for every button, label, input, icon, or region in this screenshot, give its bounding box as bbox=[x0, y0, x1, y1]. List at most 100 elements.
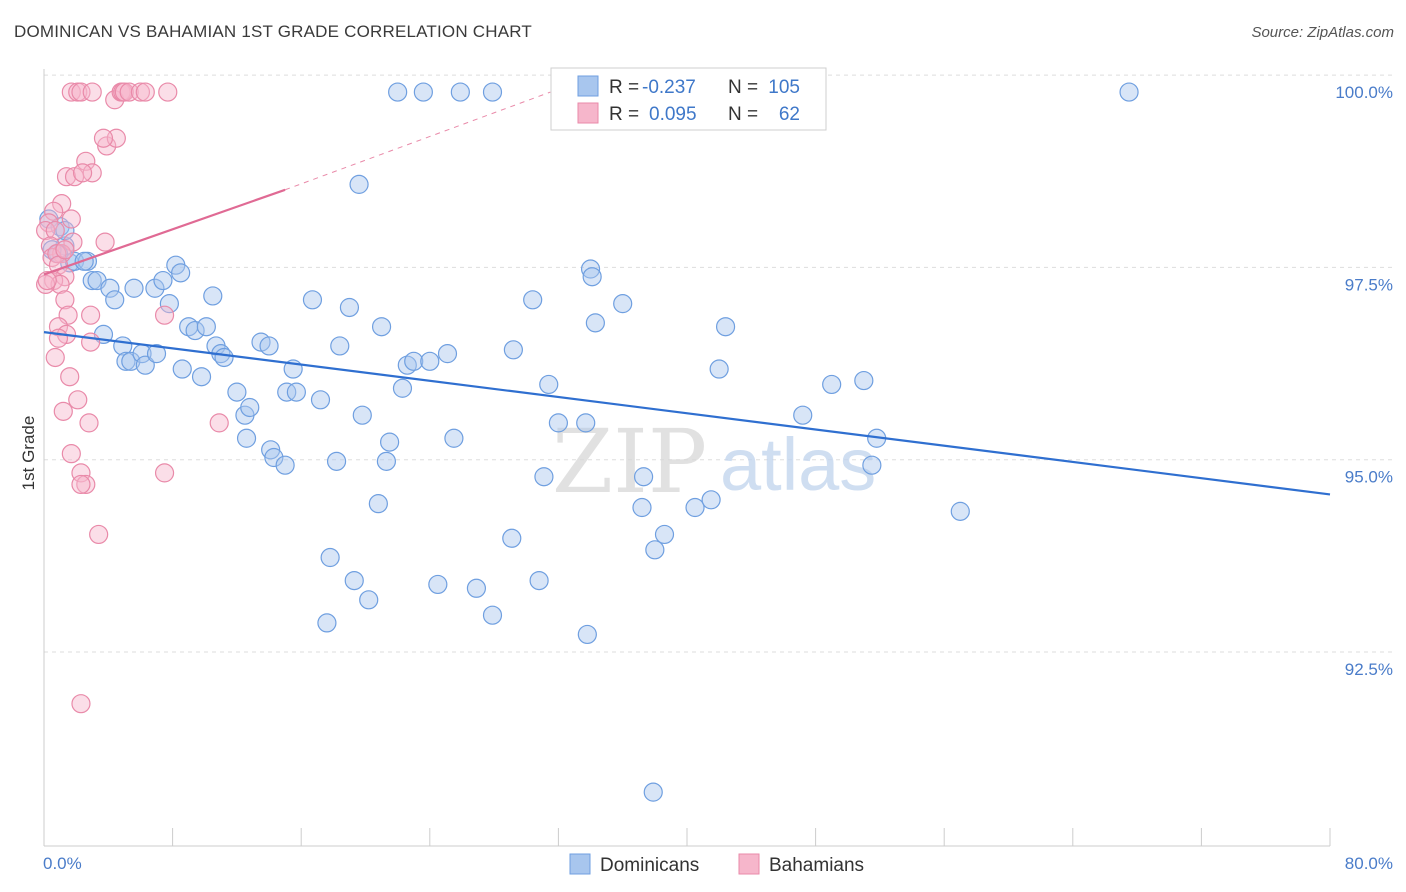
dominicans-point-33 bbox=[227, 382, 247, 402]
dominicans-point-21 bbox=[135, 355, 155, 375]
dominicans-point-69 bbox=[450, 82, 470, 102]
dominicans-point-60 bbox=[388, 82, 408, 102]
legend-n-label-1: N = bbox=[728, 77, 758, 98]
dominicans-point-39 bbox=[261, 440, 281, 460]
bahamians-point-27 bbox=[95, 232, 115, 252]
dominicans-point-90 bbox=[645, 540, 665, 560]
dominicans-point-75 bbox=[523, 290, 543, 310]
dominicans-point-71 bbox=[482, 605, 503, 625]
dominicans-point-70 bbox=[466, 578, 487, 598]
dominicans-point-49 bbox=[326, 451, 347, 471]
legend-swatch-bahamians bbox=[577, 102, 599, 124]
dominicans-point-13 bbox=[153, 270, 173, 291]
bahamians-point-23 bbox=[61, 209, 81, 229]
dominicans-point-67 bbox=[437, 344, 458, 364]
dominicans-point-73 bbox=[502, 528, 522, 548]
dominicans-point-10 bbox=[105, 290, 125, 310]
bahamians-point-41 bbox=[154, 305, 175, 325]
dominicans-point-54 bbox=[352, 405, 372, 425]
dominicans-point-64 bbox=[413, 82, 433, 102]
dominicans-point-28 bbox=[203, 286, 223, 306]
dominicans-point-84 bbox=[582, 267, 602, 287]
trend-lines bbox=[43, 91, 1331, 496]
bahamians-point-47 bbox=[68, 390, 88, 410]
dominicans-point-25 bbox=[185, 320, 205, 341]
bahamians-point-24 bbox=[36, 220, 56, 241]
dominicans-point-83 bbox=[580, 259, 601, 279]
dominicans-point-55 bbox=[359, 590, 379, 610]
dominicans-point-12 bbox=[145, 278, 165, 298]
bahamians-point-8 bbox=[119, 82, 139, 102]
watermark: ZIP atlas bbox=[552, 410, 876, 513]
bahamians-point-57 bbox=[71, 694, 91, 714]
bahamians-trend-line bbox=[43, 188, 286, 276]
dominicans-point-78 bbox=[539, 374, 559, 395]
legend-n-value-2: 62 bbox=[779, 104, 800, 125]
dominicans-point-87 bbox=[632, 497, 652, 518]
bahamians-point-20 bbox=[52, 194, 72, 214]
bahamians-point-58 bbox=[37, 270, 57, 291]
dominicans-point-61 bbox=[392, 378, 413, 398]
y-tick-label-3: 92.5% bbox=[1345, 660, 1393, 679]
bahamians-point-0 bbox=[61, 82, 81, 102]
bahamians-point-25 bbox=[45, 220, 65, 241]
dominicans-point-23 bbox=[159, 294, 179, 314]
bahamians-point-3 bbox=[82, 82, 102, 102]
bahamians-points bbox=[36, 82, 229, 714]
bottom-legend-swatch-dominicans bbox=[569, 853, 591, 875]
bahamians-point-53 bbox=[76, 474, 96, 495]
dominicans-point-22 bbox=[146, 344, 167, 364]
bahamians-point-7 bbox=[114, 82, 134, 102]
bahamians-point-21 bbox=[44, 201, 64, 221]
dominicans-point-11 bbox=[124, 278, 144, 298]
bahamians-point-19 bbox=[72, 163, 93, 183]
bahamians-point-50 bbox=[209, 413, 229, 433]
source-label: Source: ZipAtlas.com bbox=[1251, 24, 1394, 41]
dominicans-point-26 bbox=[196, 317, 216, 337]
dominicans-point-18 bbox=[116, 351, 136, 371]
bahamians-point-48 bbox=[53, 401, 73, 421]
bahamians-point-51 bbox=[61, 444, 81, 464]
watermark-zip: ZIP bbox=[552, 410, 707, 513]
dominicans-point-59 bbox=[380, 432, 400, 452]
dominicans-point-74 bbox=[503, 340, 523, 360]
bahamians-point-44 bbox=[81, 332, 101, 352]
bahamians-point-52 bbox=[71, 463, 91, 483]
bahamians-point-2 bbox=[71, 82, 91, 102]
bahamians-point-43 bbox=[48, 328, 69, 348]
dominicans-point-32 bbox=[191, 367, 212, 387]
dominicans-point-89 bbox=[643, 782, 663, 802]
x-tick-label-0: 0.0% bbox=[43, 854, 82, 873]
watermark-atlas: atlas bbox=[720, 423, 876, 506]
bahamians-point-55 bbox=[89, 524, 109, 545]
bottom-legend-bahamians: Bahamians bbox=[769, 855, 864, 876]
bahamians-point-54 bbox=[71, 474, 91, 495]
dominicans-point-31 bbox=[172, 359, 192, 379]
dominicans-point-99 bbox=[862, 455, 882, 475]
dominicans-point-46 bbox=[310, 390, 331, 410]
bottom-legend-dominicans: Dominicans bbox=[600, 855, 699, 876]
dominicans-point-38 bbox=[259, 336, 279, 356]
bahamians-point-35 bbox=[50, 274, 70, 295]
bottom-legend: Dominicans Bahamians bbox=[569, 853, 864, 876]
dominicans-trend-line bbox=[43, 331, 1331, 496]
dominicans-point-52 bbox=[344, 570, 364, 591]
dominicans-point-85 bbox=[585, 313, 605, 333]
bahamians-point-10 bbox=[135, 82, 155, 102]
x-tick-label-1: 80.0% bbox=[1345, 854, 1393, 873]
dominicans-point-79 bbox=[548, 413, 569, 433]
dominicans-point-44 bbox=[286, 382, 306, 402]
dominicans-point-9 bbox=[100, 278, 120, 298]
dominicans-point-7 bbox=[82, 270, 102, 291]
bahamians-point-11 bbox=[158, 82, 178, 102]
dominicans-point-66 bbox=[428, 574, 448, 595]
dominicans-point-72 bbox=[482, 82, 503, 102]
legend-n-label-2: N = bbox=[728, 104, 758, 125]
legend-swatch-dominicans bbox=[577, 75, 599, 97]
bahamians-point-37 bbox=[55, 290, 75, 310]
dominicans-point-91 bbox=[654, 524, 675, 545]
dominicans-point-58 bbox=[376, 451, 396, 471]
dominicans-points bbox=[39, 82, 1139, 802]
bahamians-point-46 bbox=[60, 367, 80, 387]
